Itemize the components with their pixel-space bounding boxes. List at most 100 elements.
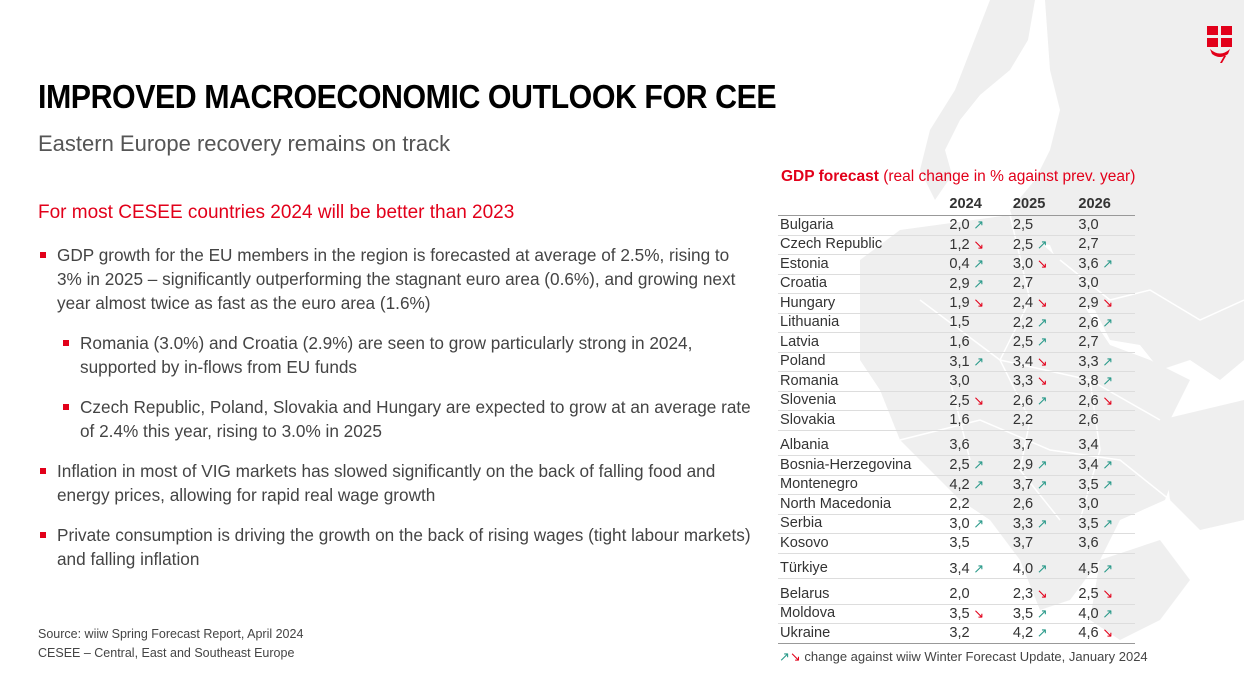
value-cell: 3,6 [949,430,1013,456]
gdp-value: 2,2 [1012,411,1034,428]
arrow-up-icon: ↗ [969,275,985,291]
country-cell: Bosnia-Herzegovina [778,455,950,476]
country-cell: Moldova [778,604,950,624]
trend-legend: ↗↘ change against wiiw Winter Forecast U… [779,649,1148,665]
table-row: Hungary 1,9 ↘ 2,4 ↘ 2,9 ↘ [778,293,1135,314]
value-cell: 2,7 [1078,332,1135,353]
value-cell: 3,5 ↗ [1012,604,1079,624]
value-cell: 2,5 ↗ [949,455,1013,476]
arrow-up-icon: ↗ [1033,392,1048,408]
arrow-up-icon: ↗ [779,649,790,664]
gdp-value: 3,7 [1012,534,1034,551]
value-cell: 2,0 [949,578,1013,605]
country-cell: Croatia [778,274,950,294]
value-cell: 3,7 [1012,533,1079,554]
country-cell: Belarus [778,578,950,605]
country-cell: Slovakia [778,410,950,431]
country-cell: Slovenia [778,391,950,411]
value-cell: 2,5 ↗ [1012,332,1079,353]
arrow-up-icon: ↗ [969,476,985,492]
gdp-value: 4,2 [949,476,970,493]
arrow-up-icon: ↗ [1033,236,1048,252]
gdp-value: 3,5 [949,605,970,622]
table-row: Belarus 2,0 2,3 ↘ 2,5 ↘ [778,578,1135,605]
gdp-value: 2,5 [1012,216,1034,233]
value-cell: 3,2 [949,623,1013,644]
year-column-header: 2026 [1078,193,1135,216]
country-cell: Poland [778,352,950,372]
value-cell: 2,4 ↘ [1012,293,1079,314]
value-cell: 2,5 ↘ [949,391,1013,411]
arrow-down-icon: ↘ [1098,586,1114,602]
arrow-up-icon: ↗ [969,256,985,272]
arrow-up-icon: ↗ [1033,605,1048,621]
arrow-down-icon: ↘ [789,649,801,664]
gdp-value: 3,1 [949,353,970,370]
gdp-value: 2,7 [1078,333,1099,350]
gdp-value: 4,0 [1012,560,1034,577]
value-cell: 4,0 ↗ [1078,604,1135,624]
value-cell: 3,3 ↗ [1012,514,1079,534]
trend-legend-text: change against wiiw Winter Forecast Upda… [800,649,1148,664]
arrow-down-icon: ↘ [969,605,985,621]
arrow-down-icon: ↘ [969,295,985,311]
value-cell: 1,9 ↘ [949,293,1013,314]
arrow-up-icon: ↗ [1098,515,1114,531]
arrow-up-icon: ↗ [1098,457,1114,473]
gdp-value: 3,3 [1012,515,1034,532]
table-row: Türkiye 3,4 ↗ 4,0 ↗ 4,5 ↗ [778,553,1135,579]
gdp-value: 2,9 [949,275,970,292]
abbreviation-line: CESEE – Central, East and Southeast Euro… [38,646,295,660]
gdp-value: 2,5 [949,392,970,409]
value-cell: 2,6 [1078,410,1135,431]
value-cell: 2,6 [1012,494,1079,515]
source-note: Source: wiiw Spring Forecast Report, Apr… [38,625,303,663]
gdp-value: 2,7 [1012,275,1034,292]
value-cell: 2,0 ↗ [949,215,1013,236]
value-cell: 3,0 ↘ [1012,254,1079,275]
table-header-row: 2024 2025 2026 [778,193,1135,216]
gdp-value: 3,3 [1012,373,1034,390]
value-cell: 3,0 [1078,215,1135,236]
gdp-value: 3,0 [1078,275,1099,292]
value-cell: 4,2 ↗ [949,475,1013,495]
value-cell: 3,7 [1012,430,1079,456]
gdp-value: 2,6 [1078,314,1099,331]
arrow-down-icon: ↘ [1033,586,1048,602]
table-row: Bulgaria 2,0 ↗ 2,5 3,0 [778,215,1135,236]
arrow-up-icon: ↗ [1098,476,1114,492]
table-row: North Macedonia 2,2 2,6 3,0 [778,494,1135,515]
value-cell: 2,9 ↗ [949,274,1013,294]
value-cell: 2,6 ↗ [1012,391,1079,411]
gdp-value: 3,0 [1012,256,1034,273]
value-cell: 0,4 ↗ [949,254,1013,275]
gdp-value: 2,6 [1012,495,1034,512]
value-cell: 2,5 ↘ [1078,578,1135,605]
gdp-value: 3,0 [1078,216,1099,233]
value-cell: 3,6 [1078,533,1135,554]
arrow-up-icon: ↗ [1033,314,1048,330]
gdp-value: 1,9 [949,295,970,312]
value-cell: 2,3 ↘ [1012,578,1079,605]
value-cell: 3,7 ↗ [1012,475,1079,495]
table-row: Czech Republic 1,2 ↘ 2,5 ↗ 2,7 [778,235,1135,255]
table-row: Slovenia 2,5 ↘ 2,6 ↗ 2,6 ↘ [778,391,1135,411]
gdp-value: 3,3 [1078,353,1099,370]
arrow-up-icon: ↗ [969,457,985,473]
arrow-up-icon: ↗ [1033,625,1048,641]
value-cell: 3,0 ↗ [949,514,1013,534]
country-cell: North Macedonia [778,494,950,515]
arrow-down-icon: ↘ [1033,353,1048,369]
country-column-header [778,193,950,216]
lead-statement: For most CESEE countries 2024 will be be… [38,202,515,223]
value-cell: 4,5 ↗ [1078,553,1135,579]
gdp-value: 3,4 [1012,353,1034,370]
country-cell: Kosovo [778,533,950,554]
gdp-value: 1,6 [949,333,970,350]
table-row: Slovakia 1,6 2,2 2,6 [778,410,1135,431]
arrow-up-icon: ↗ [969,560,985,576]
gdp-value: 3,7 [1012,476,1034,493]
year-column-header: 2025 [1012,193,1079,216]
bullet-inflation: Inflation in most of VIG markets has slo… [38,459,758,507]
value-cell: 3,8 ↗ [1078,371,1135,392]
